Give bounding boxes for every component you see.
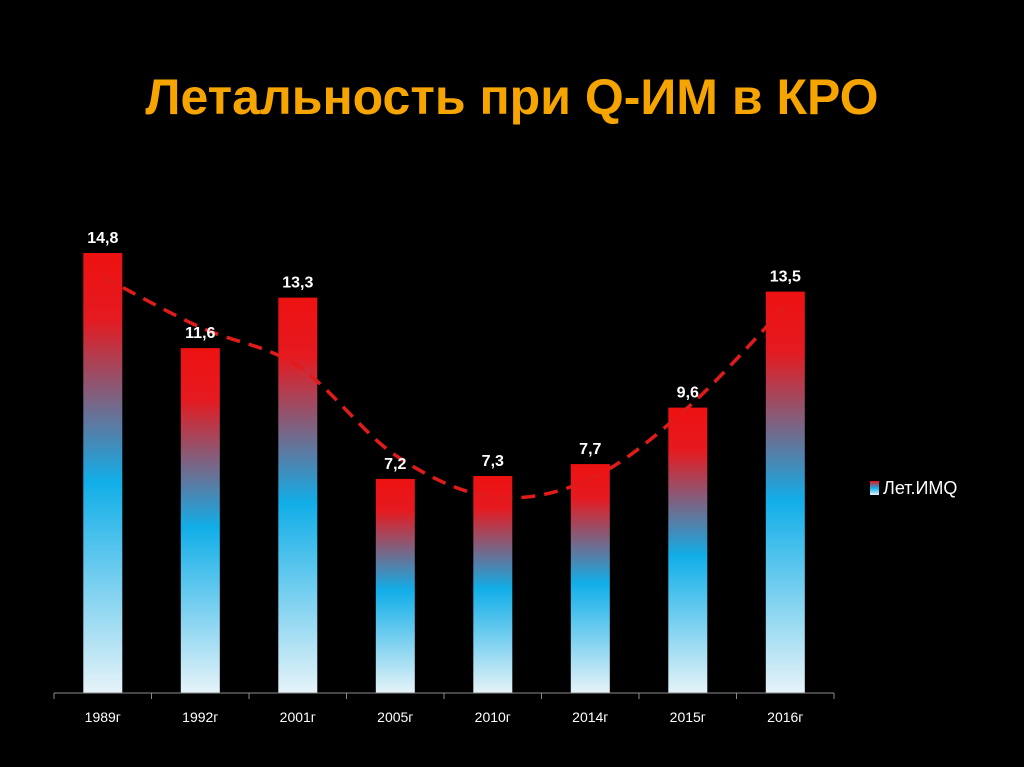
x-tick-label-2015г: 2015г	[670, 709, 706, 725]
bars-layer	[83, 253, 805, 693]
x-tick-label-2010г: 2010г	[475, 709, 511, 725]
bar-2015г	[668, 407, 708, 693]
x-tick-label-2016г: 2016г	[767, 709, 803, 725]
bar-2010г	[473, 476, 513, 693]
bar-2016г	[765, 291, 805, 693]
data-labels-layer: 14,8 11,6 13,3 7,2 7,3 7,7 9,6 13,5	[87, 230, 801, 473]
data-label-2005г: 7,2	[384, 456, 406, 473]
trendline	[101, 275, 787, 500]
data-label-2001г: 13,3	[282, 275, 313, 292]
trendline-layer	[101, 275, 787, 500]
bar-2014г	[570, 464, 610, 693]
slide-title: Летальность при Q-ИМ в КРО	[145, 69, 879, 125]
data-label-2010г: 7,3	[482, 453, 504, 470]
legend: Лет.ИМQ	[870, 478, 957, 498]
data-label-1989г: 14,8	[87, 230, 118, 247]
x-axis: 1989г 1992г 2001г 2005г 2010г 2014г 2015г 2016г	[53, 692, 835, 725]
data-label-2015г: 9,6	[677, 385, 699, 402]
bar-2005г	[375, 478, 415, 693]
bar-1989г	[83, 253, 123, 693]
x-tick-label-1992г: 1992г	[182, 709, 218, 725]
legend-swatch	[870, 481, 879, 495]
data-label-2016г: 13,5	[770, 269, 801, 286]
x-tick-label-1989г: 1989г	[85, 709, 121, 725]
bar-2001г	[278, 297, 318, 693]
data-label-2014г: 7,7	[579, 441, 601, 458]
bar-1992г	[180, 348, 220, 693]
data-label-1992г: 11,6	[185, 325, 215, 342]
x-tick-label-2014г: 2014г	[572, 709, 608, 725]
x-tick-label-2005г: 2005г	[377, 709, 413, 725]
x-tick-label-2001г: 2001г	[280, 709, 316, 725]
legend-label: Лет.ИМQ	[883, 478, 957, 498]
